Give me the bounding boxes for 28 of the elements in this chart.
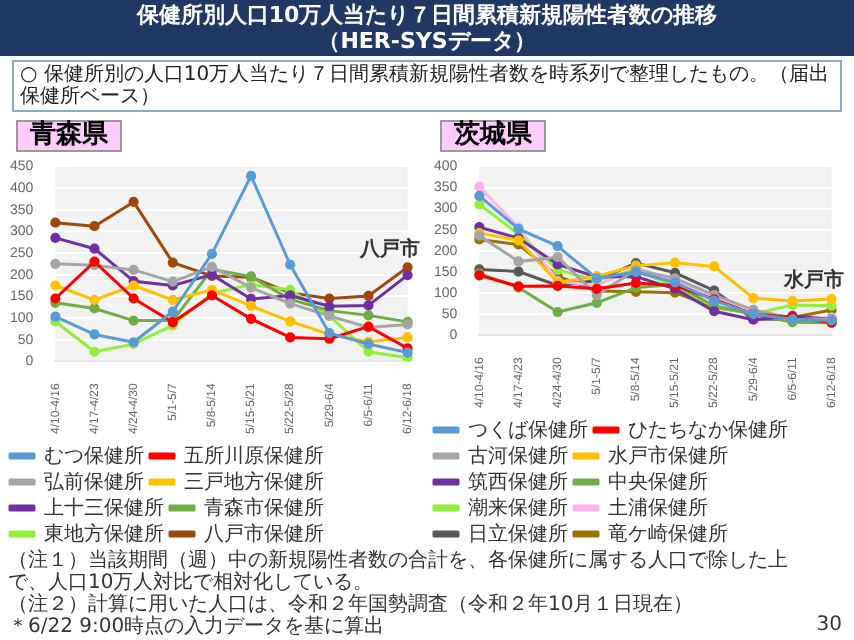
legend-label: 東地方保健所 xyxy=(44,521,164,546)
legend-label: 弘前保健所 xyxy=(44,469,144,494)
legend-label: 八戸市保健所 xyxy=(204,521,324,546)
text: 保健所別人口10万人当たり７日間累積新規陽性者数の推移（HER-SYSデータ） xyxy=(0,0,854,56)
legend-label: 中央保健所 xyxy=(608,469,708,494)
legend-label: 竜ケ崎保健所 xyxy=(608,521,728,546)
chart-title: 青森県 xyxy=(16,120,122,152)
legend-label: ひたちなか保健所 xyxy=(628,417,788,442)
legend-label: つくば保健所 xyxy=(468,417,588,442)
legend-label: 上十三保健所 xyxy=(44,495,164,520)
legend-label: 水戸市保健所 xyxy=(608,443,728,468)
legend-label: 土浦保健所 xyxy=(608,495,708,520)
text: 30 xyxy=(816,614,842,636)
legend-label: 潮来保健所 xyxy=(468,495,568,520)
chart-title: 茨城県 xyxy=(440,120,546,152)
legend-label: 青森市保健所 xyxy=(204,495,324,520)
text: ＊6/22 9:00時点の入力データを基に算出 xyxy=(8,616,387,638)
text: （注２）計算に用いた人口は、令和２年国勢調査（令和２年10月１日現在） xyxy=(8,594,696,616)
legend-label: 日立保健所 xyxy=(468,521,568,546)
annotation: 水戸市 xyxy=(781,268,844,293)
legend-label: 古河保健所 xyxy=(468,443,568,468)
text: （注１）当該期間（週）中の新規陽性者数の合計を、各保健所に属する人口で除した上で、人口10万人対比で相対化している。 xyxy=(8,550,790,594)
text: ○ 保健所別の人口10万人当たり７日間累積新規陽性者数を時系列で整理したもの。（届出保健所ベース） xyxy=(12,60,842,112)
legend-label: 三戸地方保健所 xyxy=(184,469,324,494)
legend-label: 五所川原保健所 xyxy=(184,443,324,468)
annotation: 八戸市 xyxy=(357,236,420,261)
legend-label: 筑西保健所 xyxy=(468,469,568,494)
legend-label: むつ保健所 xyxy=(44,443,144,468)
